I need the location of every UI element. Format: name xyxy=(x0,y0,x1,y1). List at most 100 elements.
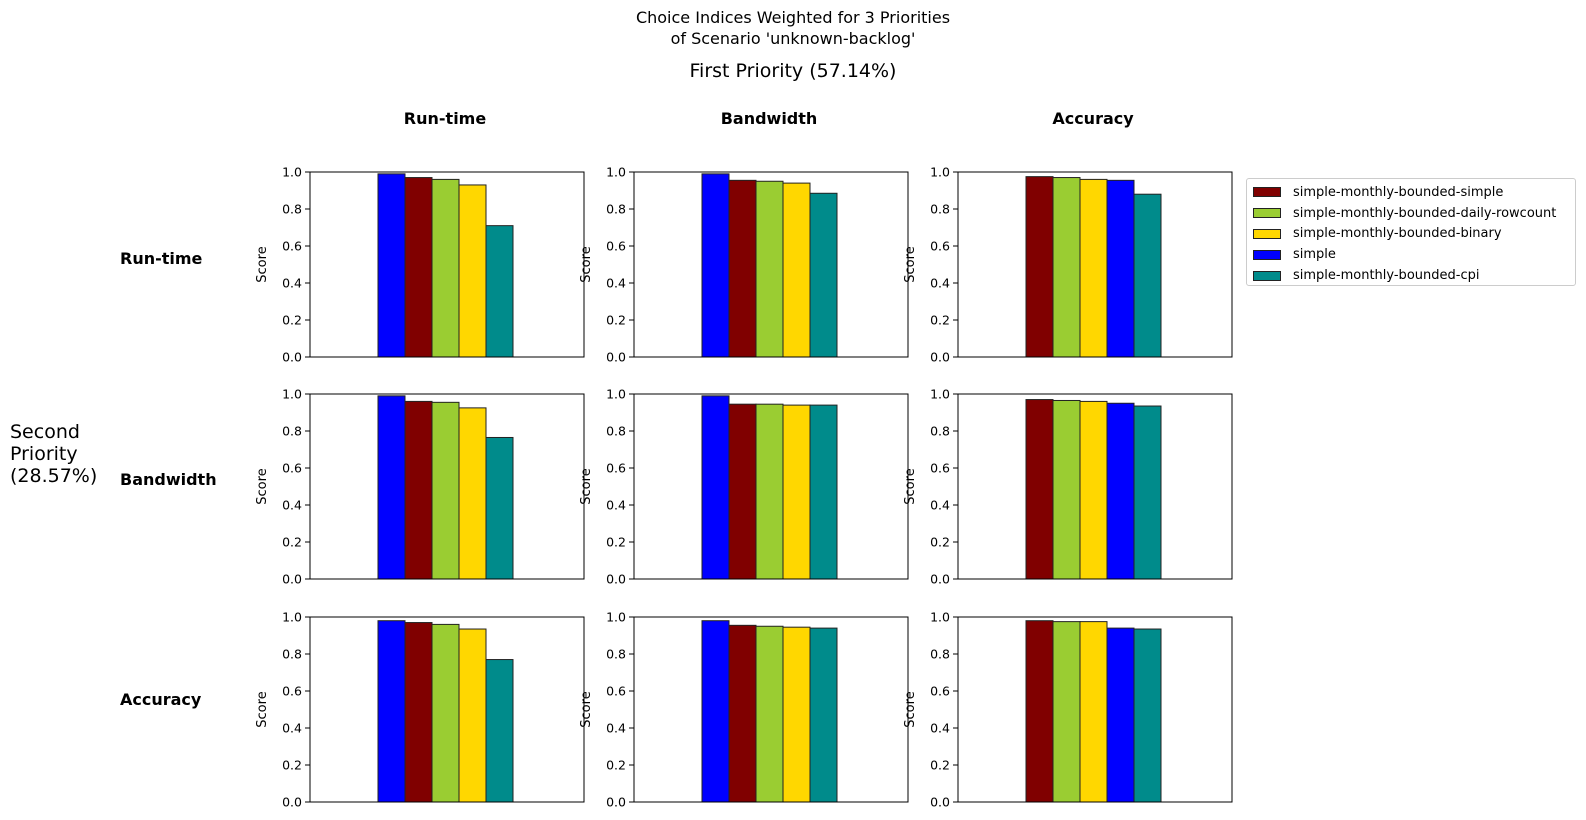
y-tick-label: 0.4 xyxy=(282,721,302,736)
panel-bandwidth-run-time: 0.0 0.2 0.4 0.6 0.8 1.0 Score xyxy=(255,387,585,587)
y-tick-label: 0.0 xyxy=(282,350,302,365)
bar-simple xyxy=(1106,402,1135,580)
bar-simple-monthly-bounded-simple xyxy=(728,403,757,580)
panel-run-time-accuracy: 0.0 0.2 0.4 0.6 0.8 1.0 Score xyxy=(903,165,1233,365)
y-axis-label: Score xyxy=(579,691,594,727)
y-tick-label: 0.4 xyxy=(930,721,950,736)
legend-item-simple-monthly-bounded-simple: simple-monthly-bounded-simple xyxy=(1253,182,1569,203)
bar-simple-monthly-bounded-simple xyxy=(404,400,433,580)
bar-simple-monthly-bounded-binary xyxy=(458,628,487,803)
y-axis-label: Score xyxy=(255,691,270,727)
chart-title-line-1: Choice Indices Weighted for 3 Priorities xyxy=(635,8,951,27)
bar-simple-monthly-bounded-cpi xyxy=(1133,628,1162,803)
bar-simple-monthly-bounded-cpi xyxy=(485,225,514,358)
column-header-accuracy: Accuracy xyxy=(1052,109,1134,128)
y-tick-label: 0.2 xyxy=(282,313,302,328)
chart-title-line-2: of Scenario 'unknown-backlog' xyxy=(670,29,916,48)
legend-item-simple: simple xyxy=(1253,244,1569,265)
bar-simple-monthly-bounded-cpi xyxy=(1133,193,1162,358)
bar-simple xyxy=(701,395,730,580)
y-tick-label: 0.4 xyxy=(282,276,302,291)
second-priority-title: Second Priority (28.57%) xyxy=(10,421,98,487)
y-tick-label: 0.2 xyxy=(282,535,302,550)
axes-frame xyxy=(957,171,1233,358)
legend-swatch xyxy=(1253,228,1281,239)
y-tick-label: 0.6 xyxy=(606,461,626,476)
row-header-accuracy: Accuracy xyxy=(120,690,202,709)
bar-simple-monthly-bounded-binary xyxy=(458,184,487,358)
y-axis-label: Score xyxy=(903,691,918,727)
y-tick-label: 0.6 xyxy=(282,461,302,476)
panel-accuracy-run-time: 0.0 0.2 0.4 0.6 0.8 1.0 Score xyxy=(255,610,585,810)
bar-simple-monthly-bounded-binary xyxy=(1079,621,1108,803)
bar-simple-monthly-bounded-binary xyxy=(782,626,811,803)
bar-simple-monthly-bounded-binary xyxy=(458,407,487,580)
legend-label: simple xyxy=(1293,247,1336,263)
y-tick-label: 0.0 xyxy=(930,350,950,365)
y-tick-label: 0.2 xyxy=(606,535,626,550)
column-header-bandwidth: Bandwidth xyxy=(720,109,818,128)
column-header-run-time: Run-time xyxy=(403,109,487,128)
y-tick-label: 0.6 xyxy=(606,684,626,699)
y-axis-label: Score xyxy=(903,246,918,282)
bar-simple-monthly-bounded-daily-rowcount xyxy=(431,178,460,358)
y-tick-label: 0.6 xyxy=(930,684,950,699)
y-tick-label: 1.0 xyxy=(282,610,302,625)
legend-swatch xyxy=(1253,187,1281,198)
y-tick-label: 0.2 xyxy=(606,758,626,773)
y-axis-label: Score xyxy=(903,468,918,504)
legend-label: simple-monthly-bounded-binary xyxy=(1293,226,1502,242)
y-tick-label: 0.6 xyxy=(606,239,626,254)
legend-item-simple-monthly-bounded-daily-rowcount: simple-monthly-bounded-daily-rowcount xyxy=(1253,203,1569,224)
bar-simple-monthly-bounded-cpi xyxy=(809,192,838,358)
bar-simple-monthly-bounded-binary xyxy=(1079,178,1108,358)
panel-run-time-run-time: 0.0 0.2 0.4 0.6 0.8 1.0 Score xyxy=(255,165,585,365)
bar-simple xyxy=(377,173,406,358)
bar-simple-monthly-bounded-daily-rowcount xyxy=(755,625,784,803)
y-tick-label: 0.6 xyxy=(930,461,950,476)
y-tick-label: 0.0 xyxy=(606,350,626,365)
y-tick-label: 0.0 xyxy=(930,572,950,587)
first-priority-title: First Priority (57.14%) xyxy=(689,60,897,82)
bar-simple-monthly-bounded-simple xyxy=(728,179,757,358)
panel-accuracy-bandwidth: 0.0 0.2 0.4 0.6 0.8 1.0 Score xyxy=(579,610,909,810)
bar-simple-monthly-bounded-cpi xyxy=(809,404,838,580)
y-tick-label: 0.2 xyxy=(606,313,626,328)
y-tick-label: 0.6 xyxy=(282,239,302,254)
bar-simple xyxy=(377,395,406,580)
bar-simple xyxy=(1106,627,1135,803)
y-tick-label: 0.8 xyxy=(606,202,626,217)
y-tick-label: 1.0 xyxy=(930,610,950,625)
y-tick-label: 1.0 xyxy=(606,165,626,180)
y-tick-label: 0.8 xyxy=(282,424,302,439)
bar-simple-monthly-bounded-daily-rowcount xyxy=(1052,399,1081,580)
y-tick-label: 1.0 xyxy=(282,387,302,402)
bar-simple-monthly-bounded-simple xyxy=(1025,399,1054,580)
y-tick-label: 0.8 xyxy=(606,647,626,662)
panel-bandwidth-accuracy: 0.0 0.2 0.4 0.6 0.8 1.0 Score xyxy=(903,387,1233,587)
bar-simple-monthly-bounded-daily-rowcount xyxy=(431,401,460,580)
axes-frame xyxy=(957,393,1233,580)
bar-simple-monthly-bounded-binary xyxy=(782,182,811,358)
y-tick-label: 0.0 xyxy=(930,795,950,810)
panel-bandwidth-bandwidth: 0.0 0.2 0.4 0.6 0.8 1.0 Score xyxy=(579,387,909,587)
bar-simple-monthly-bounded-simple xyxy=(404,177,433,358)
bar-simple-monthly-bounded-daily-rowcount xyxy=(431,623,460,803)
bar-simple-monthly-bounded-cpi xyxy=(485,436,514,580)
y-tick-label: 0.2 xyxy=(930,535,950,550)
bar-simple xyxy=(701,173,730,358)
y-tick-label: 0.0 xyxy=(606,795,626,810)
y-tick-label: 0.4 xyxy=(930,276,950,291)
axes-frame xyxy=(309,171,585,358)
y-tick-label: 0.4 xyxy=(606,276,626,291)
bar-simple-monthly-bounded-cpi xyxy=(1133,405,1162,580)
y-tick-label: 0.8 xyxy=(930,424,950,439)
axes-frame xyxy=(633,616,909,803)
axes-frame xyxy=(633,171,909,358)
y-axis-label: Score xyxy=(579,246,594,282)
bar-simple-monthly-bounded-daily-rowcount xyxy=(1052,177,1081,358)
axes-frame xyxy=(633,393,909,580)
axes-frame xyxy=(309,616,585,803)
legend-label: simple-monthly-bounded-simple xyxy=(1293,184,1504,200)
